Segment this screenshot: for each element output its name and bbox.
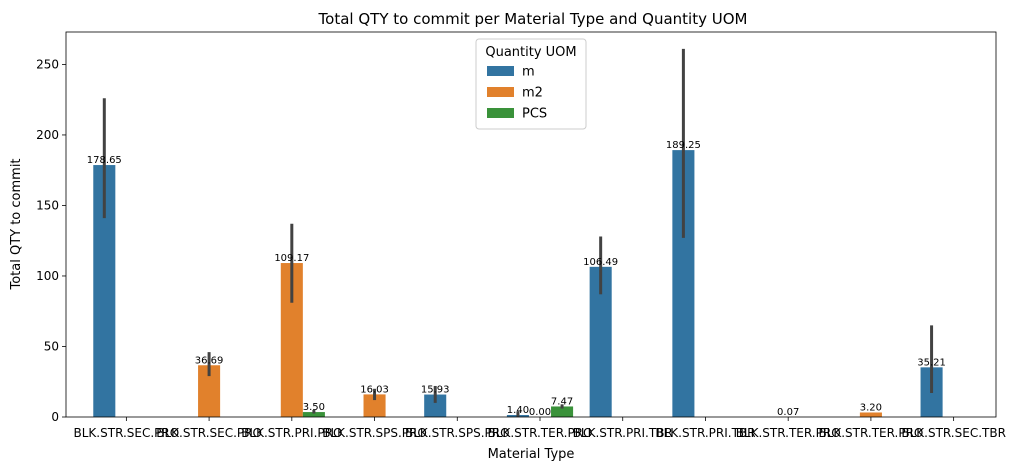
legend-swatch-m — [487, 66, 514, 76]
y-tick-label: 50 — [44, 339, 59, 353]
legend-swatch-pcs — [487, 108, 514, 118]
legend-title: Quantity UOM — [485, 45, 576, 60]
data-label: 35.21 — [917, 357, 946, 368]
data-label: 16.03 — [360, 384, 389, 395]
data-label: 7.47 — [551, 396, 573, 407]
y-axis-label: Total QTY to commit — [9, 158, 24, 290]
data-label: 36.69 — [195, 355, 224, 366]
data-label: 1.40 — [507, 405, 529, 416]
data-label: 3.20 — [860, 402, 882, 413]
y-tick-label: 250 — [36, 57, 59, 71]
legend-item-m: m — [522, 65, 535, 80]
chart-title: Total QTY to commit per Material Type an… — [318, 10, 748, 28]
data-label: 0.00 — [529, 407, 551, 418]
legend-swatch-m2 — [487, 87, 514, 97]
y-tick-label: 100 — [36, 269, 59, 283]
data-label: 15.93 — [421, 385, 450, 396]
y-tick-label: 200 — [36, 128, 59, 142]
data-label: 0.07 — [777, 407, 799, 418]
data-label: 189.25 — [666, 140, 701, 151]
data-label: 178.65 — [87, 155, 122, 166]
data-label: 3.50 — [303, 402, 325, 413]
x-tick-label: BLK.STR.SEC.TBR — [901, 426, 1006, 440]
x-axis-label: Material Type — [488, 447, 575, 462]
data-label: 106.49 — [583, 257, 618, 268]
legend-item-m2: m2 — [522, 86, 543, 101]
data-label: 109.17 — [274, 253, 309, 264]
legend-item-pcs: PCS — [522, 107, 547, 122]
y-tick-label: 0 — [51, 410, 59, 424]
legend: Quantity UOM m m2 PCS — [476, 39, 586, 129]
y-tick-label: 150 — [36, 198, 59, 212]
